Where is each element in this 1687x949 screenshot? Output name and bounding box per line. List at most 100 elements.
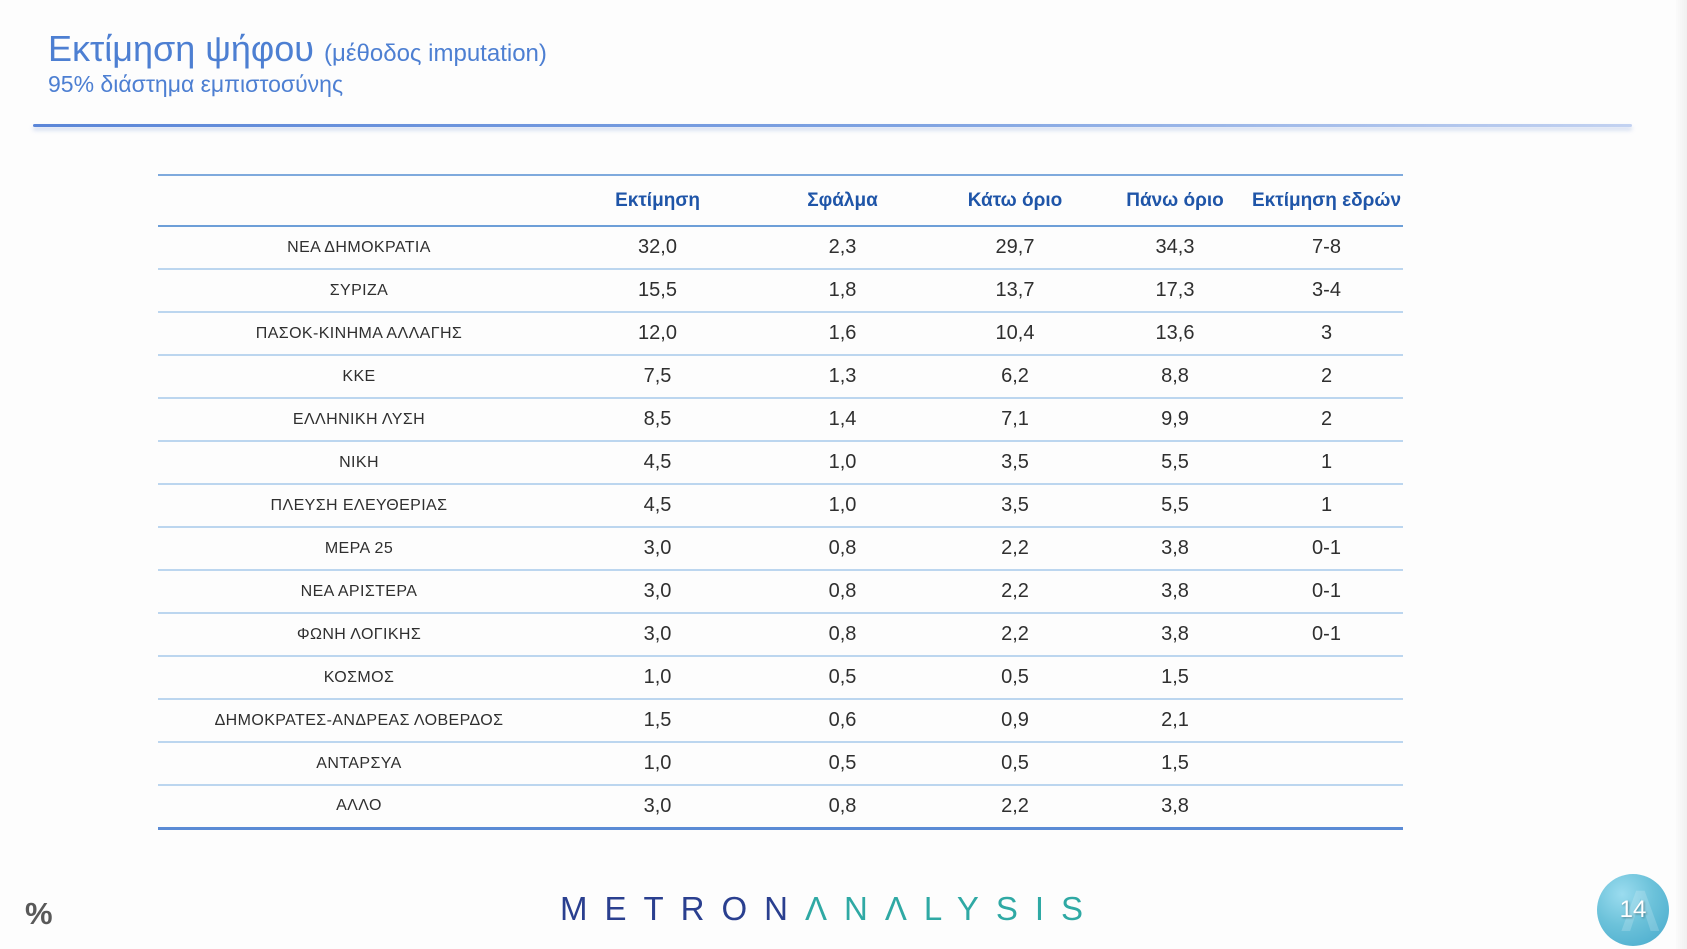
party-name: ΜΕΡΑ 25 [324, 539, 394, 557]
party-name: ΝΙΚΗ [339, 453, 379, 471]
title-block: Εκτίμηση ψήφου (μέθοδος imputation) 95% … [48, 28, 547, 98]
party-name: ΑΝΤΑΡΣΥΑ [316, 754, 402, 772]
cell-value [1250, 785, 1403, 828]
logo-text-analysis: ΛNΛLYSIS [805, 890, 1101, 927]
cell-value: 2,2 [1001, 580, 1029, 602]
title-divider-line [33, 124, 1632, 127]
table-row: ΔΗΜΟΚΡΑΤΕΣ-ΑΝΔΡΕΑΣ ΛΟΒΕΡΔΟΣ 1,5 0,6 0,9 2,1 [158, 699, 1403, 742]
cell-value: 3,0 [643, 580, 672, 602]
table-row: ΝΕΑ ΑΡΙΣΤΕΡΑ 3,0 0,8 2,2 3,8 0-1 [158, 570, 1403, 613]
party-name: ΠΛΕΥΣΗ ΕΛΕΥΘΕΡΙΑΣ [270, 496, 448, 514]
cell-value: 1,5 [643, 709, 672, 731]
table-header-row: Εκτίμηση Σφάλμα Κάτω όριο Πάνω όριο Εκτί… [158, 175, 1403, 226]
cell-value: 4,5 [643, 451, 672, 473]
cell-value: 0,8 [828, 537, 857, 559]
table-row: ΝΕΑ ΔΗΜΟΚΡΑΤΙΑ 32,0 2,3 29,7 34,3 7-8 [158, 226, 1403, 269]
logo-text-metron: METRON [560, 890, 805, 927]
screen-right-edge [1676, 0, 1687, 949]
cell-value: 3,8 [1161, 623, 1189, 645]
party-name: ΕΛΛΗΝΙΚΗ ΛΥΣΗ [292, 410, 426, 428]
page-number: 14 [1619, 896, 1647, 923]
cell-value [1250, 656, 1403, 699]
cell-value: 3,8 [1161, 794, 1189, 817]
cell-value: 1,3 [828, 365, 857, 387]
cell-value: 0,8 [828, 794, 857, 817]
cell-value: 1,5 [1161, 752, 1189, 774]
cell-value: 0-1 [1312, 580, 1341, 602]
cell-value: 29,7 [995, 236, 1035, 258]
cell-value: 3,5 [1001, 451, 1029, 473]
cell-value: 3 [1320, 322, 1333, 344]
cell-value: 3-4 [1312, 279, 1341, 301]
table-row: ΜΕΡΑ 25 3,0 0,8 2,2 3,8 0-1 [158, 527, 1403, 570]
table-row: ΣΥΡΙΖΑ 15,5 1,8 13,7 17,3 3-4 [158, 269, 1403, 312]
page-number-badge: Λ 14 [1597, 874, 1669, 946]
table-row: ΠΛΕΥΣΗ ΕΛΕΥΘΕΡΙΑΣ 4,5 1,0 3,5 5,5 1 [158, 484, 1403, 527]
party-name: ΦΩΝΗ ΛΟΓΙΚΗΣ [296, 625, 422, 643]
cell-value: 17,3 [1155, 279, 1195, 301]
cell-value: 2,2 [1001, 537, 1029, 559]
cell-value: 3,8 [1161, 537, 1189, 559]
cell-value: 1 [1320, 494, 1333, 516]
party-name: ΝΕΑ ΑΡΙΣΤΕΡΑ [300, 582, 418, 600]
cell-value: 3,8 [1161, 580, 1189, 602]
column-header-error: Σφάλμα [807, 189, 878, 211]
cell-value: 6,2 [1001, 365, 1029, 387]
cell-value: 0,5 [1001, 666, 1029, 688]
cell-value: 10,4 [995, 322, 1035, 344]
cell-value: 12,0 [638, 322, 677, 344]
cell-value: 1 [1320, 451, 1333, 473]
metron-analysis-logo: METRONΛNΛLYSIS [560, 890, 1100, 928]
cell-value: 3,5 [1001, 494, 1029, 516]
cell-value: 3,0 [643, 623, 672, 645]
cell-value: 0,5 [828, 666, 857, 688]
table-row: ΠΑΣΟΚ-ΚΙΝΗΜΑ ΑΛΛΑΓΗΣ 12,0 1,6 10,4 13,6 3 [158, 312, 1403, 355]
percent-unit-label: % [25, 896, 53, 931]
cell-value: 32,0 [638, 236, 677, 258]
party-name: ΣΥΡΙΖΑ [329, 281, 389, 299]
table-row: ΑΛΛΟ 3,0 0,8 2,2 3,8 [158, 785, 1403, 828]
party-name: ΚΟΣΜΟΣ [323, 668, 395, 686]
party-name: ΚΚΕ [342, 367, 376, 385]
page-title: Εκτίμηση ψήφου (μέθοδος imputation) [48, 28, 547, 69]
table-row: ΕΛΛΗΝΙΚΗ ΛΥΣΗ 8,5 1,4 7,1 9,9 2 [158, 398, 1403, 441]
cell-value: 2,1 [1161, 709, 1189, 731]
cell-value: 2 [1320, 365, 1333, 387]
party-name: ΔΗΜΟΚΡΑΤΕΣ-ΑΝΔΡΕΑΣ ΛΟΒΕΡΔΟΣ [214, 711, 504, 729]
cell-value: 4,5 [643, 494, 672, 516]
cell-value: 1,4 [828, 408, 857, 430]
column-header-upper-bound: Πάνω όριο [1126, 189, 1224, 211]
page-title-suffix: (μέθοδος imputation) [324, 40, 547, 67]
cell-value: 0,5 [1001, 752, 1029, 774]
cell-value [1250, 742, 1403, 785]
cell-value: 13,7 [995, 279, 1035, 301]
cell-value: 1,6 [828, 322, 857, 344]
cell-value: 1,0 [828, 494, 857, 516]
party-name: ΠΑΣΟΚ-ΚΙΝΗΜΑ ΑΛΛΑΓΗΣ [255, 324, 463, 342]
cell-value: 8,5 [643, 408, 672, 430]
party-name: ΝΕΑ ΔΗΜΟΚΡΑΤΙΑ [287, 238, 431, 256]
party-name: ΑΛΛΟ [336, 797, 382, 815]
cell-value: 2,3 [828, 236, 857, 258]
page-title-main: Εκτίμηση ψήφου [48, 28, 314, 69]
cell-value: 1,0 [828, 451, 857, 473]
cell-value [1250, 699, 1403, 742]
cell-value: 2,2 [1001, 623, 1029, 645]
cell-value: 9,9 [1161, 408, 1189, 430]
cell-value: 2,2 [1001, 794, 1029, 817]
cell-value: 5,5 [1161, 451, 1189, 473]
cell-value: 15,5 [638, 279, 677, 301]
cell-value: 5,5 [1161, 494, 1189, 516]
table-row: ΑΝΤΑΡΣΥΑ 1,0 0,5 0,5 1,5 [158, 742, 1403, 785]
cell-value: 8,8 [1161, 365, 1189, 387]
cell-value: 13,6 [1155, 322, 1195, 344]
cell-value: 1,5 [1161, 666, 1189, 688]
cell-value: 7,5 [643, 365, 672, 387]
table-body: ΝΕΑ ΔΗΜΟΚΡΑΤΙΑ 32,0 2,3 29,7 34,3 7-8 ΣΥΡΙΖΑ 15… [158, 226, 1403, 828]
table-row: ΝΙΚΗ 4,5 1,0 3,5 5,5 1 [158, 441, 1403, 484]
table-row: ΚΟΣΜΟΣ 1,0 0,5 0,5 1,5 [158, 656, 1403, 699]
cell-value: 7-8 [1312, 236, 1341, 258]
cell-value: 0,6 [828, 709, 857, 731]
column-header-estimate: Εκτίμηση [615, 189, 700, 211]
cell-value: 2 [1320, 408, 1333, 430]
